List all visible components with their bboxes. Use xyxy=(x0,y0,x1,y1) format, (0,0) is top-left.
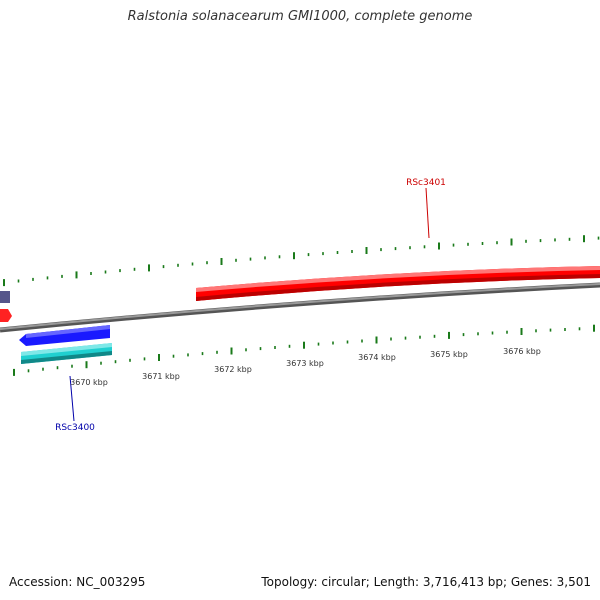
scale-labels: 3670 kbp 3671 kbp 3672 kbp 3673 kbp 3674… xyxy=(70,347,541,387)
tick-track-upper xyxy=(3,235,600,287)
scale-label: 3674 kbp xyxy=(358,353,396,362)
gene-label-rsc3401[interactable]: RSc3401 xyxy=(406,178,446,188)
scale-label: 3670 kbp xyxy=(70,378,108,387)
scale-label: 3676 kbp xyxy=(503,347,541,356)
gene-label-leader xyxy=(425,187,430,239)
scale-label: 3672 kbp xyxy=(214,365,252,374)
gene-rsc3401[interactable] xyxy=(196,266,600,301)
scale-label: 3673 kbp xyxy=(286,359,324,368)
gene-label-leader xyxy=(69,375,75,422)
scale-label: 3671 kbp xyxy=(142,372,180,381)
scale-label: 3675 kbp xyxy=(430,350,468,359)
genome-summary-text: Topology: circular; Length: 3,716,413 bp… xyxy=(261,575,591,589)
map-title: Ralstonia solanacearum GMI1000, complete… xyxy=(127,9,473,24)
gene-reverse-cyan[interactable] xyxy=(21,343,112,364)
accession-text: Accession: NC_003295 xyxy=(9,575,146,589)
gene-label-rsc3400[interactable]: RSc3400 xyxy=(55,423,95,433)
tick-track-lower xyxy=(13,324,595,376)
gene-rsc3400[interactable] xyxy=(19,325,110,346)
feature-partial-purple[interactable] xyxy=(0,291,10,303)
feature-partial-red[interactable] xyxy=(0,309,12,322)
genome-backbone xyxy=(0,282,600,333)
